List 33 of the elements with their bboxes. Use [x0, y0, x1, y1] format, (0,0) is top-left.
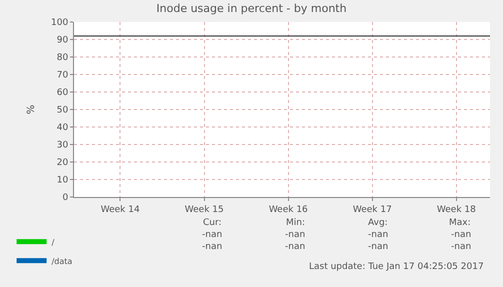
x-tick-label: Week 14 — [100, 204, 140, 215]
text: -nan — [368, 230, 388, 240]
legend-label: /data — [52, 256, 72, 266]
text: Max: — [449, 218, 471, 228]
text: Last update: Tue Jan 17 04:25:05 2017 — [309, 262, 484, 272]
text: -nan — [202, 242, 222, 252]
chart-title: Inode usage in percent - by month — [156, 2, 347, 16]
y-tick-label: 30 — [56, 140, 68, 151]
y-tick-label: 80 — [56, 53, 68, 64]
x-tick-label: Week 16 — [268, 204, 308, 215]
x-tick-label: Week 15 — [184, 204, 224, 215]
y-tick-label: 0 — [62, 193, 68, 204]
text: -nan — [202, 230, 222, 240]
text: Avg: — [368, 218, 388, 228]
text: -nan — [451, 230, 472, 240]
x-tick-label: Week 18 — [436, 204, 476, 215]
y-tick-label: 60 — [56, 88, 68, 98]
x-tick-label: Week 17 — [352, 204, 392, 215]
text: -nan — [285, 230, 306, 240]
text: Cur: — [203, 218, 222, 228]
y-tick-label: 50 — [56, 106, 68, 116]
text: -nan — [368, 242, 388, 252]
y-tick-label: 10 — [56, 176, 68, 186]
y-tick-label: 90 — [56, 36, 68, 46]
text: -nan — [285, 242, 306, 252]
legend-label: / — [52, 238, 55, 247]
y-tick-label: 20 — [56, 158, 68, 168]
text: -nan — [451, 242, 472, 252]
y-tick-label: 100 — [51, 18, 68, 28]
y-tick-label: 70 — [56, 70, 68, 81]
text: Min: — [286, 218, 306, 228]
y-axis-title: % — [26, 104, 38, 114]
y-tick-label: 40 — [56, 123, 68, 134]
